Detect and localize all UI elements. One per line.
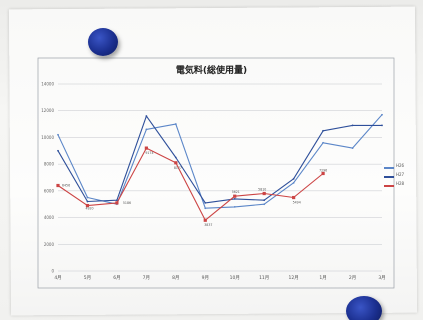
series-lines bbox=[56, 113, 383, 222]
legend-swatch bbox=[384, 167, 394, 169]
legend-item-H28: H28 bbox=[384, 181, 416, 190]
x-tick-labels: 4月 5月 6月 7月 8月 9月 10月 11月 12月 1月 2月 3月 bbox=[54, 275, 385, 281]
data-point-H26 bbox=[86, 196, 89, 199]
data-point-H27 bbox=[86, 200, 89, 203]
data-point-H28 bbox=[56, 183, 60, 188]
x-tick-label: 8月 bbox=[172, 275, 179, 281]
legend-label: H28 bbox=[396, 181, 405, 186]
magnet-top bbox=[88, 28, 118, 56]
y-tick-label: 6000 bbox=[44, 188, 55, 193]
data-point-H26 bbox=[174, 123, 177, 125]
data-point-H26 bbox=[145, 128, 148, 131]
x-tick-label: 7月 bbox=[143, 275, 150, 281]
data-point-H27 bbox=[233, 197, 236, 200]
legend-swatch bbox=[384, 185, 394, 187]
data-point-H26 bbox=[204, 207, 207, 210]
magnet-bottom bbox=[346, 296, 382, 320]
data-label: 4920 bbox=[85, 207, 93, 211]
data-label: 5810 bbox=[258, 188, 266, 192]
x-tick-label: 12月 bbox=[289, 275, 299, 281]
data-point-H28 bbox=[144, 146, 148, 150]
data-point-H28 bbox=[292, 195, 296, 200]
legend-item-H26: H26 bbox=[384, 163, 416, 172]
data-point-H28 bbox=[262, 191, 266, 196]
x-tick-label: 4月 bbox=[54, 275, 61, 281]
data-point-H26 bbox=[57, 133, 59, 136]
data-point-H27 bbox=[351, 124, 354, 127]
legend: H26 H27 H28 bbox=[384, 163, 416, 191]
x-tick-label: 5月 bbox=[84, 275, 91, 281]
data-point-H27 bbox=[116, 199, 118, 202]
legend-label: H27 bbox=[396, 172, 405, 177]
y-tick-labels: 0 2000 4000 6000 8000 10000 12000 14000 bbox=[41, 82, 54, 274]
data-point-H27 bbox=[204, 201, 207, 204]
data-point-H27 bbox=[145, 115, 148, 117]
data-point-H28 bbox=[174, 161, 178, 165]
chart-frame bbox=[37, 57, 395, 289]
y-tick-label: 14000 bbox=[41, 82, 54, 87]
legend-item-H27: H27 bbox=[384, 172, 416, 181]
gridlines bbox=[58, 83, 382, 272]
data-label: 6456 bbox=[62, 184, 70, 188]
data-label: 5494 bbox=[293, 201, 301, 205]
x-tick-label: 3月 bbox=[378, 275, 385, 281]
data-label: 9174 bbox=[145, 151, 153, 155]
data-point-H26 bbox=[292, 181, 295, 184]
data-point-H27 bbox=[381, 124, 383, 127]
data-label: 7296 bbox=[319, 168, 327, 172]
y-tick-label: 10000 bbox=[41, 135, 54, 140]
y-tick-label: 8000 bbox=[44, 162, 55, 167]
x-tick-label: 9月 bbox=[202, 275, 209, 281]
data-label: 5621 bbox=[232, 190, 240, 194]
data-point-H26 bbox=[233, 205, 236, 208]
data-point-H26 bbox=[263, 203, 266, 206]
data-point-H27 bbox=[263, 199, 266, 202]
data-point-H28 bbox=[233, 194, 237, 198]
data-point-H27 bbox=[292, 177, 295, 180]
legend-swatch bbox=[384, 176, 394, 178]
data-label: 5186 bbox=[123, 201, 131, 205]
data-point-H27 bbox=[174, 156, 177, 159]
data-label: 8177 bbox=[174, 166, 182, 170]
data-point-H28 bbox=[321, 171, 325, 176]
y-tick-label: 2000 bbox=[44, 242, 55, 247]
data-point-H28 bbox=[203, 218, 207, 222]
data-point-H27 bbox=[57, 149, 59, 152]
x-tick-label: 6月 bbox=[113, 275, 120, 281]
y-tick-label: 12000 bbox=[41, 108, 54, 113]
x-tick-label: 10月 bbox=[230, 275, 240, 281]
data-labels: 6456 4920 5186 9174 8177 3837 5621 5810 5494 7296 bbox=[62, 151, 327, 227]
x-tick-label: 2月 bbox=[349, 275, 356, 281]
series-line-H28 bbox=[57, 147, 324, 221]
data-point-H26 bbox=[381, 113, 383, 116]
data-point-H26 bbox=[322, 141, 324, 144]
data-point-H28 bbox=[115, 201, 119, 205]
chart-title: 電気料(総使用量) bbox=[175, 66, 248, 76]
data-label: 3837 bbox=[204, 223, 212, 227]
data-point-H26 bbox=[351, 147, 354, 150]
legend-label: H26 bbox=[396, 163, 405, 168]
data-point-H28 bbox=[85, 203, 90, 208]
x-tick-label: 11月 bbox=[259, 275, 269, 281]
y-tick-label: 0 bbox=[51, 269, 54, 274]
x-tick-label: 1月 bbox=[319, 275, 326, 281]
series-line-H27 bbox=[57, 115, 382, 204]
y-tick-label: 4000 bbox=[44, 215, 55, 220]
data-point-H27 bbox=[322, 129, 324, 132]
